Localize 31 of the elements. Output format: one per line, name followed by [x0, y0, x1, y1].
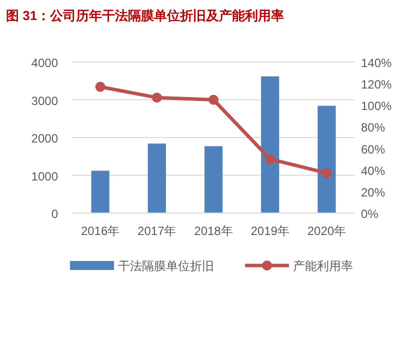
y-tick-label: 3000: [31, 94, 58, 108]
bar: [261, 76, 280, 213]
bar: [91, 170, 110, 213]
bar: [148, 144, 166, 213]
point: [322, 168, 332, 178]
y2-tick-label: 80%: [361, 120, 386, 135]
y2-tick-label: 100%: [361, 99, 392, 114]
legend-label: 干法隔膜单位折旧: [118, 259, 214, 273]
bar: [204, 146, 223, 213]
y2-tick-label: 60%: [361, 142, 386, 156]
x-tick-label: 2017年: [138, 224, 176, 238]
x-tick-label: 2019年: [250, 224, 290, 238]
legend-label: 产能利用率: [293, 259, 353, 273]
point: [152, 92, 162, 103]
x-tick-label: 2018年: [194, 224, 233, 238]
x-tick-label: 2020年: [307, 224, 346, 238]
point: [208, 94, 218, 105]
y-tick-label: 0: [51, 207, 58, 221]
point: [265, 154, 276, 164]
bar: [318, 106, 336, 213]
y2-tick-label: 0%: [361, 207, 379, 221]
chart-title: 图 31：公司历年干法隔膜单位折旧及产能利用率: [6, 8, 284, 23]
point: [95, 82, 106, 92]
x-tick-label: 2016年: [80, 224, 120, 238]
y2-tick-label: 20%: [361, 185, 386, 200]
y2-tick-label: 140%: [361, 56, 392, 70]
y-tick-label: 2000: [31, 132, 58, 146]
y2-tick-label: 40%: [361, 164, 386, 178]
y-tick-label: 4000: [31, 56, 58, 70]
y-tick-label: 1000: [31, 169, 58, 184]
y2-tick-label: 120%: [361, 78, 392, 92]
